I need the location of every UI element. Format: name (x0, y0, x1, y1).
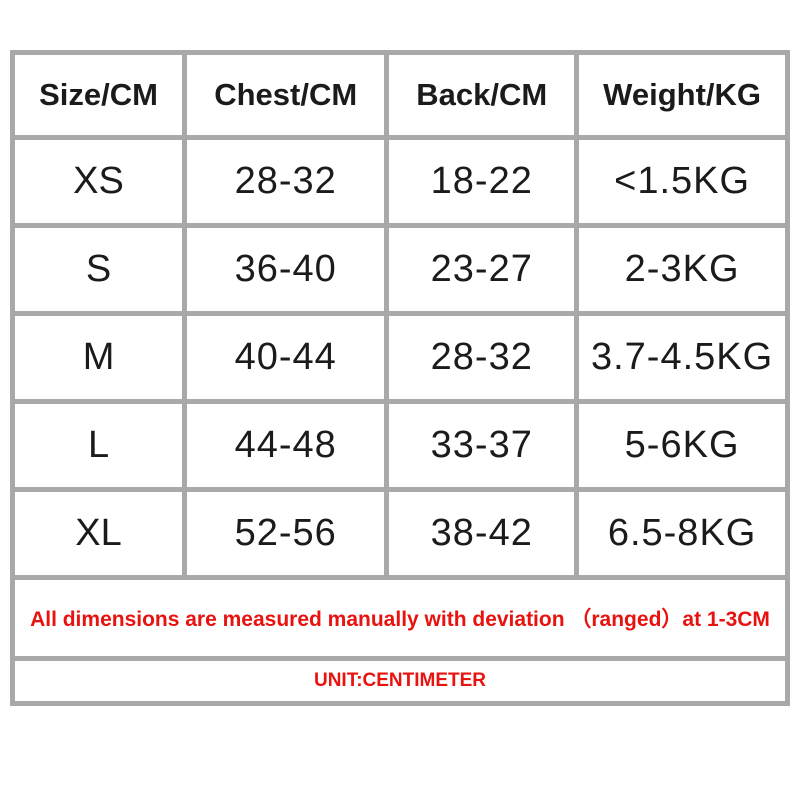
chest-value-s: 36-40 (182, 223, 390, 316)
unit-row: UNIT:CENTIMETER (10, 656, 790, 706)
weight-value-xs: <1.5KG (574, 135, 790, 228)
table-header-row: Size/CM Chest/CM Back/CM Weight/KG (9, 50, 790, 140)
unit-label-text: UNIT:CENTIMETER (10, 656, 790, 706)
weight-value-l: 5-6KG (574, 399, 790, 492)
back-value-l: 33-37 (384, 399, 580, 492)
size-label-xs: XS (9, 135, 188, 228)
size-label-l: L (9, 399, 188, 492)
back-value-xl: 38-42 (384, 487, 580, 580)
table-row-l: L 44-48 33-37 5-6KG (9, 399, 790, 492)
size-chart-table: Size/CM Chest/CM Back/CM Weight/KG XS 28… (9, 50, 790, 706)
deviation-note-row: All dimensions are measured manually wit… (10, 575, 790, 661)
chest-value-l: 44-48 (182, 399, 390, 492)
deviation-note-text: All dimensions are measured manually wit… (10, 575, 790, 661)
chest-value-m: 40-44 (182, 311, 390, 404)
size-label-m: M (9, 311, 188, 404)
table-row-s: S 36-40 23-27 2-3KG (9, 223, 790, 316)
header-chest: Chest/CM (182, 50, 390, 140)
table-row-m: M 40-44 28-32 3.7-4.5KG (9, 311, 790, 404)
weight-value-s: 2-3KG (574, 223, 790, 316)
header-size: Size/CM (9, 50, 188, 140)
table-row-xl: XL 52-56 38-42 6.5-8KG (9, 487, 790, 580)
chest-value-xs: 28-32 (182, 135, 390, 228)
chest-value-xl: 52-56 (182, 487, 390, 580)
back-value-m: 28-32 (384, 311, 580, 404)
back-value-s: 23-27 (384, 223, 580, 316)
weight-value-xl: 6.5-8KG (574, 487, 790, 580)
weight-value-m: 3.7-4.5KG (574, 311, 790, 404)
size-label-xl: XL (9, 487, 188, 580)
header-back: Back/CM (384, 50, 580, 140)
table-row-xs: XS 28-32 18-22 <1.5KG (9, 135, 790, 228)
back-value-xs: 18-22 (384, 135, 580, 228)
size-label-s: S (9, 223, 188, 316)
header-weight: Weight/KG (574, 50, 790, 140)
